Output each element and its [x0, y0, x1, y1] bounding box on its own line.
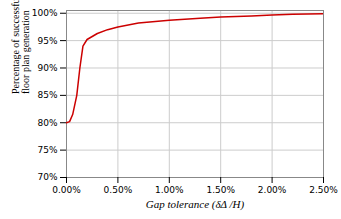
svg-text:2.00%: 2.00%	[258, 185, 287, 195]
svg-text:1.00%: 1.00%	[155, 185, 184, 195]
svg-text:90%: 90%	[37, 63, 57, 73]
svg-text:0.50%: 0.50%	[104, 185, 133, 195]
svg-text:80%: 80%	[37, 118, 57, 128]
svg-text:75%: 75%	[37, 145, 57, 155]
svg-text:70%: 70%	[37, 172, 57, 182]
svg-text:0.00%: 0.00%	[52, 185, 81, 195]
svg-text:Gap tolerance (δΔ /H): Gap tolerance (δΔ /H)	[146, 198, 245, 211]
svg-text:100%: 100%	[32, 8, 58, 18]
svg-text:85%: 85%	[37, 90, 57, 100]
svg-text:1.50%: 1.50%	[206, 185, 235, 195]
svg-text:2.50%: 2.50%	[309, 185, 338, 195]
svg-text:95%: 95%	[37, 35, 57, 45]
svg-text:Percentage of successfulfloor: Percentage of successfulfloor plan gener…	[10, 0, 31, 94]
